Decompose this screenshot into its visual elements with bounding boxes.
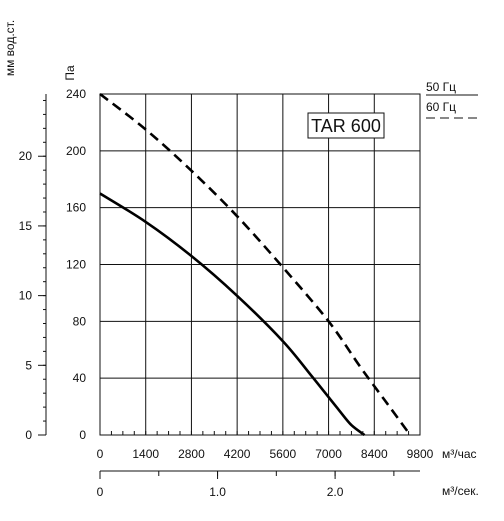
legend-entry-50hz: 50 Гц <box>426 80 456 94</box>
x-tick-label: 9800 <box>407 447 434 461</box>
y-pa-tick-label: 0 <box>79 428 86 442</box>
x2-axis-title: м³/сек. <box>442 484 479 498</box>
y-pa-axis-title: Па <box>63 65 77 81</box>
y-left-tick-label: 10 <box>19 289 33 303</box>
y-pa-tick-label: 40 <box>73 371 87 385</box>
x-axis-title: м³/час <box>442 447 477 461</box>
series-line-50hz <box>99 192 366 437</box>
x-tick-label: 5600 <box>270 447 297 461</box>
legend-entry-60hz: 60 Гц <box>426 100 456 114</box>
model-label-box: TAR 600 <box>307 112 385 139</box>
series-line-60hz <box>99 92 412 436</box>
x-tick-label: 0 <box>97 447 104 461</box>
x-tick-label: 7000 <box>315 447 342 461</box>
grid <box>99 93 421 436</box>
model-label-frame <box>307 112 385 139</box>
y-pa-tick-label: 80 <box>73 314 87 328</box>
y-left-tick-label: 15 <box>19 219 33 233</box>
y-left-tick-label: 20 <box>19 149 33 163</box>
x2-tick-label: 2.0 <box>327 485 344 499</box>
model-label: TAR 600 <box>311 116 381 136</box>
y-pa-tick-label: 240 <box>66 87 86 101</box>
x2-tick-label: 0 <box>97 485 104 499</box>
y-pa-tick-label: 200 <box>66 144 86 158</box>
x-tick-label: 4200 <box>224 447 251 461</box>
y-pa-tick-label: 160 <box>66 201 86 215</box>
series-layer <box>99 92 412 437</box>
x-tick-label: 8400 <box>361 447 388 461</box>
x2-tick-label: 1.0 <box>209 485 226 499</box>
y-left-tick-label: 0 <box>25 428 32 442</box>
x-tick-label: 1400 <box>132 447 159 461</box>
y-left-tick-label: 5 <box>25 358 32 372</box>
x-tick-label: 2800 <box>178 447 205 461</box>
legend: 50 Гц 60 Гц <box>426 80 478 119</box>
y-left-axis-title: мм вод.ст. <box>3 20 17 76</box>
y-pa-tick-label: 120 <box>66 258 86 272</box>
axes: 0 1400 2800 4200 5600 7000 8400 9800 0 40 80 120 160… <box>19 87 434 499</box>
